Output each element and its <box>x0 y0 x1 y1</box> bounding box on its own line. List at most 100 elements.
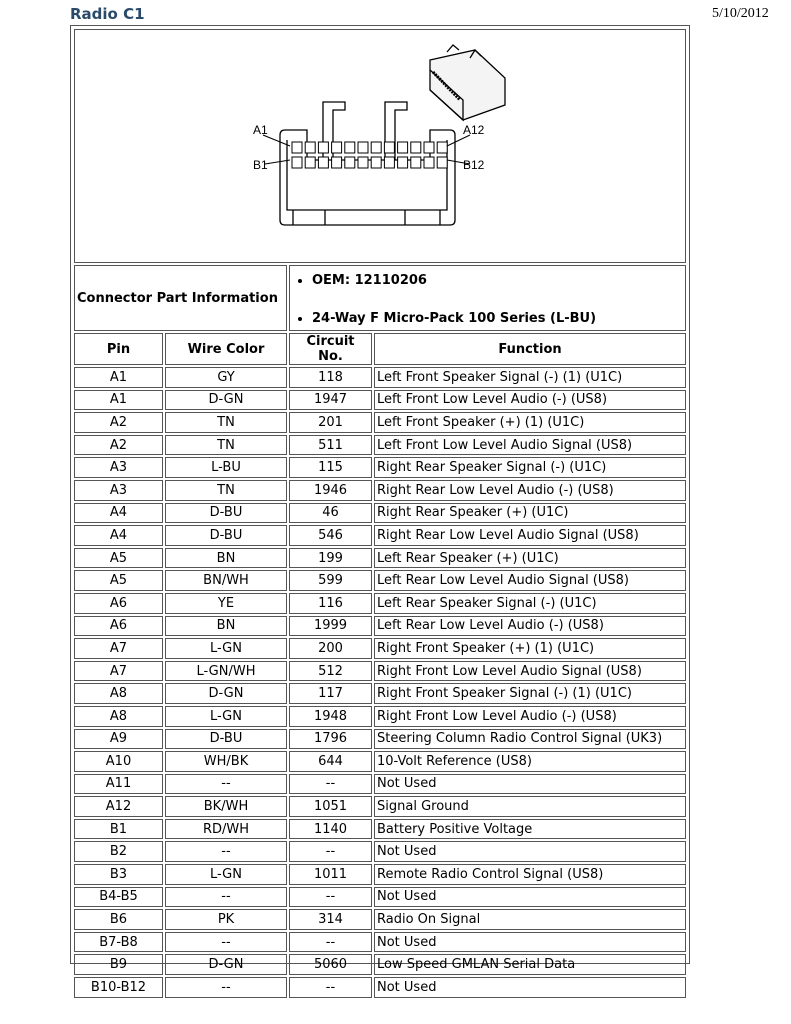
label-a12: A12 <box>463 123 485 137</box>
cell-wire-color: BN/WH <box>165 570 287 591</box>
cell-function: Left Front Low Level Audio Signal (US8) <box>374 434 686 456</box>
cell-wire-color: BN <box>165 547 287 569</box>
table-row: A1 D-GN 1947 Left Front Low Level Audio (-)… <box>74 389 686 411</box>
table-header: Pin Wire Color Circuit No. Function <box>74 333 686 365</box>
pin-cavity <box>331 156 343 169</box>
cell-pin: A3 <box>74 457 163 478</box>
cell-pin: B9 <box>74 954 163 976</box>
cell-circuit-number: 1946 <box>289 479 372 501</box>
cell-function: Left Front Low Level Audio (-) (US8) <box>374 389 686 411</box>
cell-circuit-number: 1999 <box>289 615 372 637</box>
cell-function: Right Rear Low Level Audio Signal (US8) <box>374 525 686 546</box>
cell-pin: B2 <box>74 841 163 863</box>
connector-part-info-row: Connector Part Information OEM: 12110206… <box>74 265 686 331</box>
pin-cavity <box>291 156 303 169</box>
cell-function: Right Front Speaker Signal (-) (1) (U1C) <box>374 683 686 704</box>
cell-function: Steering Column Radio Control Signal (UK… <box>374 728 686 750</box>
pin-cavity <box>410 156 422 169</box>
cell-pin: B7-B8 <box>74 931 163 953</box>
label-b1: B1 <box>253 158 268 172</box>
cell-wire-color: RD/WH <box>165 818 287 840</box>
cell-function: Left Rear Low Level Audio (-) (US8) <box>374 615 686 637</box>
cell-circuit-number: 1796 <box>289 728 372 750</box>
pin-cavity <box>357 156 369 169</box>
table-row: B4-B5 -- -- Not Used <box>74 886 686 908</box>
page-title: Radio C1 <box>70 5 145 23</box>
cell-circuit-number: 1051 <box>289 796 372 817</box>
pin-cavity <box>397 141 409 154</box>
cell-pin: B10-B12 <box>74 977 163 998</box>
cell-circuit-number: 1947 <box>289 389 372 411</box>
cell-wire-color: L-GN <box>165 705 287 727</box>
cell-function: Low Speed GMLAN Serial Data <box>374 954 686 976</box>
col-function: Function <box>374 333 686 365</box>
cell-function: Right Rear Speaker (+) (U1C) <box>374 502 686 524</box>
pin-cavity <box>344 141 356 154</box>
pin-grid <box>291 141 448 169</box>
cell-circuit-number: 1948 <box>289 705 372 727</box>
cell-wire-color: D-BU <box>165 728 287 750</box>
cell-circuit-number: -- <box>289 773 372 795</box>
cell-pin: A2 <box>74 434 163 456</box>
table-row: A2 TN 511 Left Front Low Level Audio Signal… <box>74 434 686 456</box>
pin-cavity <box>344 156 356 169</box>
cell-wire-color: -- <box>165 841 287 863</box>
table-row: A9 D-BU 1796 Steering Column Radio Control … <box>74 728 686 750</box>
cell-wire-color: BN <box>165 615 287 637</box>
cell-wire-color: D-BU <box>165 525 287 546</box>
cell-pin: B1 <box>74 818 163 840</box>
cell-pin: A6 <box>74 592 163 614</box>
table-row: A6 YE 116 Left Rear Speaker Signal (-) (U1C… <box>74 592 686 614</box>
cell-wire-color: D-BU <box>165 502 287 524</box>
cell-pin: A3 <box>74 479 163 501</box>
cell-circuit-number: 512 <box>289 660 372 682</box>
cell-function: Battery Positive Voltage <box>374 818 686 840</box>
cell-function: Radio On Signal <box>374 909 686 930</box>
cell-pin: A1 <box>74 367 163 388</box>
table-row: A2 TN 201 Left Front Speaker (+) (1) (U1C) <box>74 412 686 433</box>
cell-wire-color: D-GN <box>165 954 287 976</box>
cell-pin: A8 <box>74 705 163 727</box>
cell-function: Remote Radio Control Signal (US8) <box>374 864 686 885</box>
cell-wire-color: TN <box>165 412 287 433</box>
cell-wire-color: BK/WH <box>165 796 287 817</box>
pin-cavity <box>291 141 303 154</box>
cell-function: Not Used <box>374 773 686 795</box>
connector-diagram-cell: A1 A12 B1 B12 <box>74 29 686 263</box>
cell-pin: B3 <box>74 864 163 885</box>
table-row: B2 -- -- Not Used <box>74 841 686 863</box>
label-b12: B12 <box>463 158 485 172</box>
cell-wire-color: D-GN <box>165 683 287 704</box>
cell-circuit-number: 644 <box>289 751 372 772</box>
cell-function: Left Rear Speaker Signal (-) (U1C) <box>374 592 686 614</box>
pin-cavity <box>436 156 448 169</box>
cell-pin: A1 <box>74 389 163 411</box>
cell-wire-color: L-GN/WH <box>165 660 287 682</box>
cell-circuit-number: -- <box>289 977 372 998</box>
cell-wire-color: -- <box>165 931 287 953</box>
cell-circuit-number: -- <box>289 886 372 908</box>
connector-diagram: A1 A12 B1 B12 <box>253 44 506 226</box>
table-row: B6 PK 314 Radio On Signal <box>74 909 686 930</box>
cell-circuit-number: 546 <box>289 525 372 546</box>
cell-pin: A5 <box>74 547 163 569</box>
col-pin: Pin <box>74 333 163 365</box>
cell-pin: A6 <box>74 615 163 637</box>
pin-cavity <box>410 141 422 154</box>
cell-circuit-number: 599 <box>289 570 372 591</box>
connector-table-box: A1 A12 B1 B12 Connector Part Information… <box>70 25 690 998</box>
cell-circuit-number: 511 <box>289 434 372 456</box>
cell-wire-color: YE <box>165 592 287 614</box>
cell-pin: A2 <box>74 412 163 433</box>
cell-pin: A7 <box>74 638 163 659</box>
cell-wire-color: -- <box>165 886 287 908</box>
table-row: A7 L-GN/WH 512 Right Front Low Level Audio … <box>74 660 686 682</box>
pin-cavity <box>397 156 409 169</box>
pin-cavity <box>304 141 316 154</box>
cell-wire-color: L-BU <box>165 457 287 478</box>
cell-function: Right Rear Speaker Signal (-) (U1C) <box>374 457 686 478</box>
cell-circuit-number: 1140 <box>289 818 372 840</box>
pin-cavity <box>423 156 435 169</box>
cell-function: Not Used <box>374 931 686 953</box>
table-row: B3 L-GN 1011 Remote Radio Control Signal (U… <box>74 864 686 885</box>
